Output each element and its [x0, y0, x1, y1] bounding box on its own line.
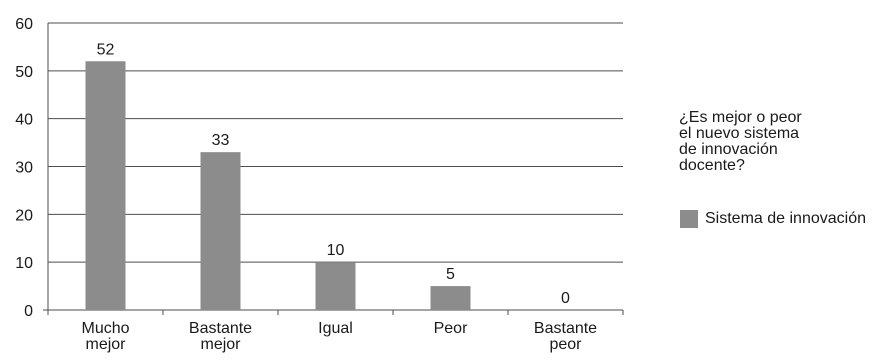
y-tick-label: 20 [15, 207, 33, 224]
y-tick-label: 30 [15, 160, 33, 177]
y-tick-label: 10 [15, 255, 33, 272]
legend-item: Sistema de innovación [680, 210, 866, 228]
y-tick-label: 0 [24, 303, 33, 320]
x-tick-label: Mucho [81, 320, 129, 337]
x-tick-label: Bastante [189, 320, 252, 337]
legend-label: Sistema de innovación [705, 210, 866, 227]
x-tick-label: Bastante [534, 320, 597, 337]
data-label: 52 [97, 41, 115, 58]
data-label: 33 [212, 132, 230, 149]
y-tick-label: 50 [15, 64, 33, 81]
bar [200, 152, 241, 310]
y-tick-label: 60 [15, 16, 33, 33]
x-tick-label: Igual [318, 320, 353, 337]
bar [85, 61, 126, 311]
legend-title: ¿Es mejor o peor el nuevo sistema de inn… [679, 110, 879, 174]
legend-title-line: de innovación [679, 141, 778, 158]
legend-title-line: docente? [679, 157, 745, 174]
bar [315, 262, 356, 310]
legend-swatch [680, 210, 698, 228]
legend-title-line: ¿Es mejor o peor [679, 109, 802, 126]
bar [430, 286, 471, 310]
x-tick-label: Peor [434, 320, 468, 337]
data-label: 5 [446, 266, 455, 283]
x-tick-label: mejor [200, 336, 241, 353]
data-label: 0 [561, 290, 570, 307]
x-tick-label: peor [549, 336, 582, 353]
y-tick-label: 40 [15, 112, 33, 129]
x-tick-label: mejor [85, 336, 126, 353]
data-label: 10 [327, 242, 345, 259]
legend-title-line: el nuevo sistema [679, 125, 800, 142]
